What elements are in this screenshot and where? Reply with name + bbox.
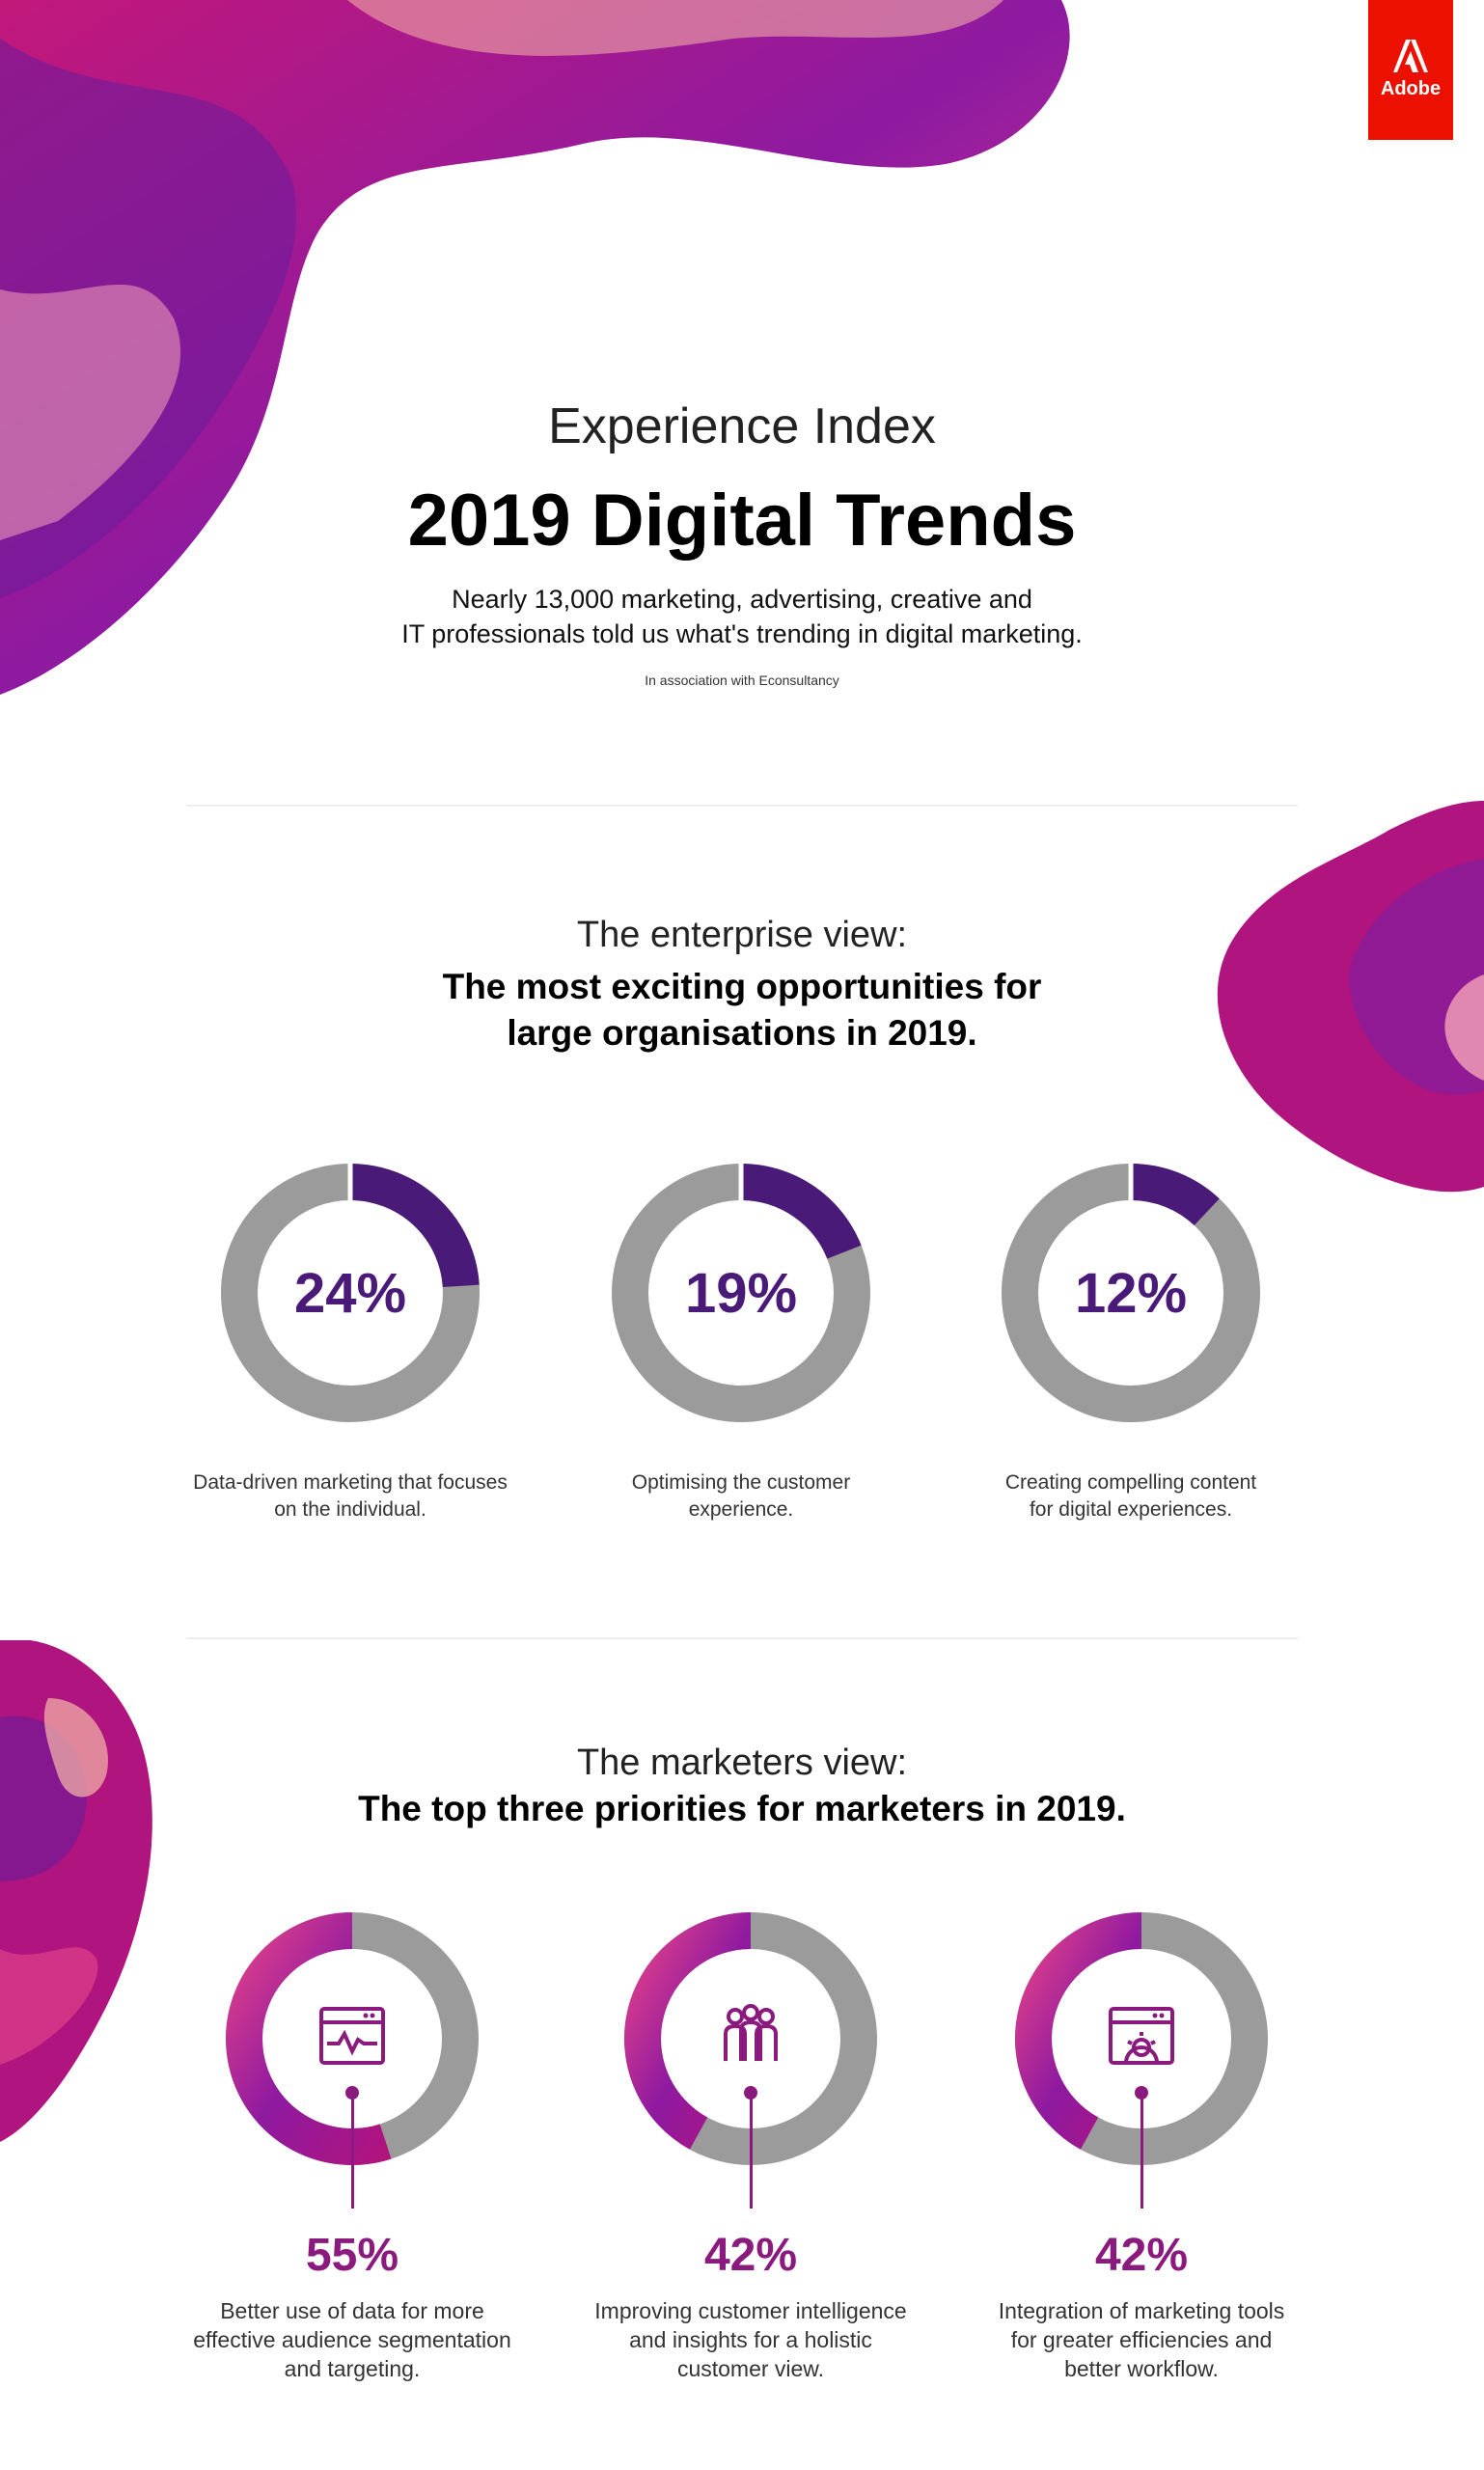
- divider-top: [186, 805, 1298, 807]
- association-note: In association with Econsultancy: [645, 672, 839, 688]
- enterprise-caption-line-2: for digital experiences.: [1029, 1498, 1233, 1521]
- intro-line-1: Nearly 13,000 marketing, advertising, cr…: [452, 585, 1032, 614]
- marketer-percent-label: 42%: [1094, 2230, 1189, 2281]
- marketer-caption-line-1: Better use of data for more: [220, 2298, 484, 2323]
- decorative-swirl-left: [0, 1640, 152, 2142]
- decorative-swirl-right: [1217, 801, 1484, 1193]
- marketer-caption-line-2: effective audience segmentation: [193, 2327, 511, 2352]
- marketer-caption-line-3: better workflow.: [1064, 2356, 1219, 2381]
- people-group-icon: [724, 2004, 778, 2061]
- donut-slice: [226, 1912, 392, 2165]
- marketer-caption-line-2: for greater efficiencies and: [1010, 2327, 1273, 2352]
- marketers-eyebrow: The marketers view:: [576, 1743, 908, 1783]
- enterprise-donut: 12%: [991, 1153, 1271, 1433]
- decorative-swirl-top-left: [0, 0, 1070, 695]
- marketer-percent-label: 55%: [305, 2230, 399, 2281]
- enterprise-caption-line-1: Optimising the customer: [631, 1471, 851, 1494]
- enterprise-donut-chart: [221, 1159, 480, 1422]
- adobe-a-icon: [1393, 40, 1428, 72]
- stem-line: [1140, 2093, 1143, 2209]
- marketer-caption-line-3: and targeting.: [284, 2356, 421, 2381]
- marketer-caption-line-3: customer view.: [676, 2356, 825, 2381]
- donut-slice: [1130, 1164, 1220, 1226]
- marketers-heading: The top three priorities for marketers i…: [358, 1789, 1126, 1828]
- adobe-logo: Adobe: [1368, 0, 1453, 140]
- donut-slice: [624, 1912, 752, 2150]
- settings-window-icon: [1109, 2007, 1174, 2065]
- marketer-caption-line-1: Improving customer intelligence: [594, 2298, 907, 2323]
- enterprise-donut: 24%: [210, 1153, 490, 1433]
- eyebrow-experience-index: Experience Index: [548, 398, 936, 454]
- page-title: 2019 Digital Trends: [407, 480, 1077, 562]
- analytics-window-icon: [319, 2007, 385, 2065]
- enterprise-donut-chart: [612, 1159, 870, 1422]
- enterprise-caption-line-2: experience.: [688, 1498, 794, 1521]
- enterprise-heading-line-2: large organisations in 2019.: [507, 1013, 977, 1053]
- stem-line: [351, 2093, 354, 2209]
- enterprise-caption-line-2: on the individual.: [274, 1498, 426, 1521]
- intro-line-2: IT professionals told us what's trending…: [401, 619, 1083, 648]
- donut-slice: [740, 1164, 862, 1260]
- enterprise-percent-label: 24%: [293, 1261, 407, 1325]
- marketer-caption-line-2: and insights for a holistic: [629, 2327, 872, 2352]
- adobe-logo-text: Adobe: [1380, 78, 1442, 99]
- enterprise-heading-line-1: The most exciting opportunities for: [442, 967, 1042, 1006]
- donut-slice: [1015, 1912, 1142, 2150]
- marketer-caption-line-1: Integration of marketing tools: [998, 2298, 1285, 2323]
- enterprise-donut: 19%: [601, 1153, 881, 1433]
- enterprise-caption-line-1: Creating compelling content: [1004, 1471, 1257, 1494]
- enterprise-donut-chart: [1002, 1159, 1260, 1422]
- enterprise-percent-label: 12%: [1074, 1261, 1188, 1325]
- enterprise-percent-label: 19%: [684, 1261, 798, 1325]
- donut-slice: [349, 1164, 480, 1288]
- enterprise-eyebrow: The enterprise view:: [576, 915, 908, 955]
- divider-middle: [186, 1637, 1298, 1639]
- marketer-percent-label: 42%: [703, 2230, 798, 2281]
- stem-line: [750, 2093, 753, 2209]
- enterprise-caption-line-1: Data-driven marketing that focuses: [193, 1471, 508, 1494]
